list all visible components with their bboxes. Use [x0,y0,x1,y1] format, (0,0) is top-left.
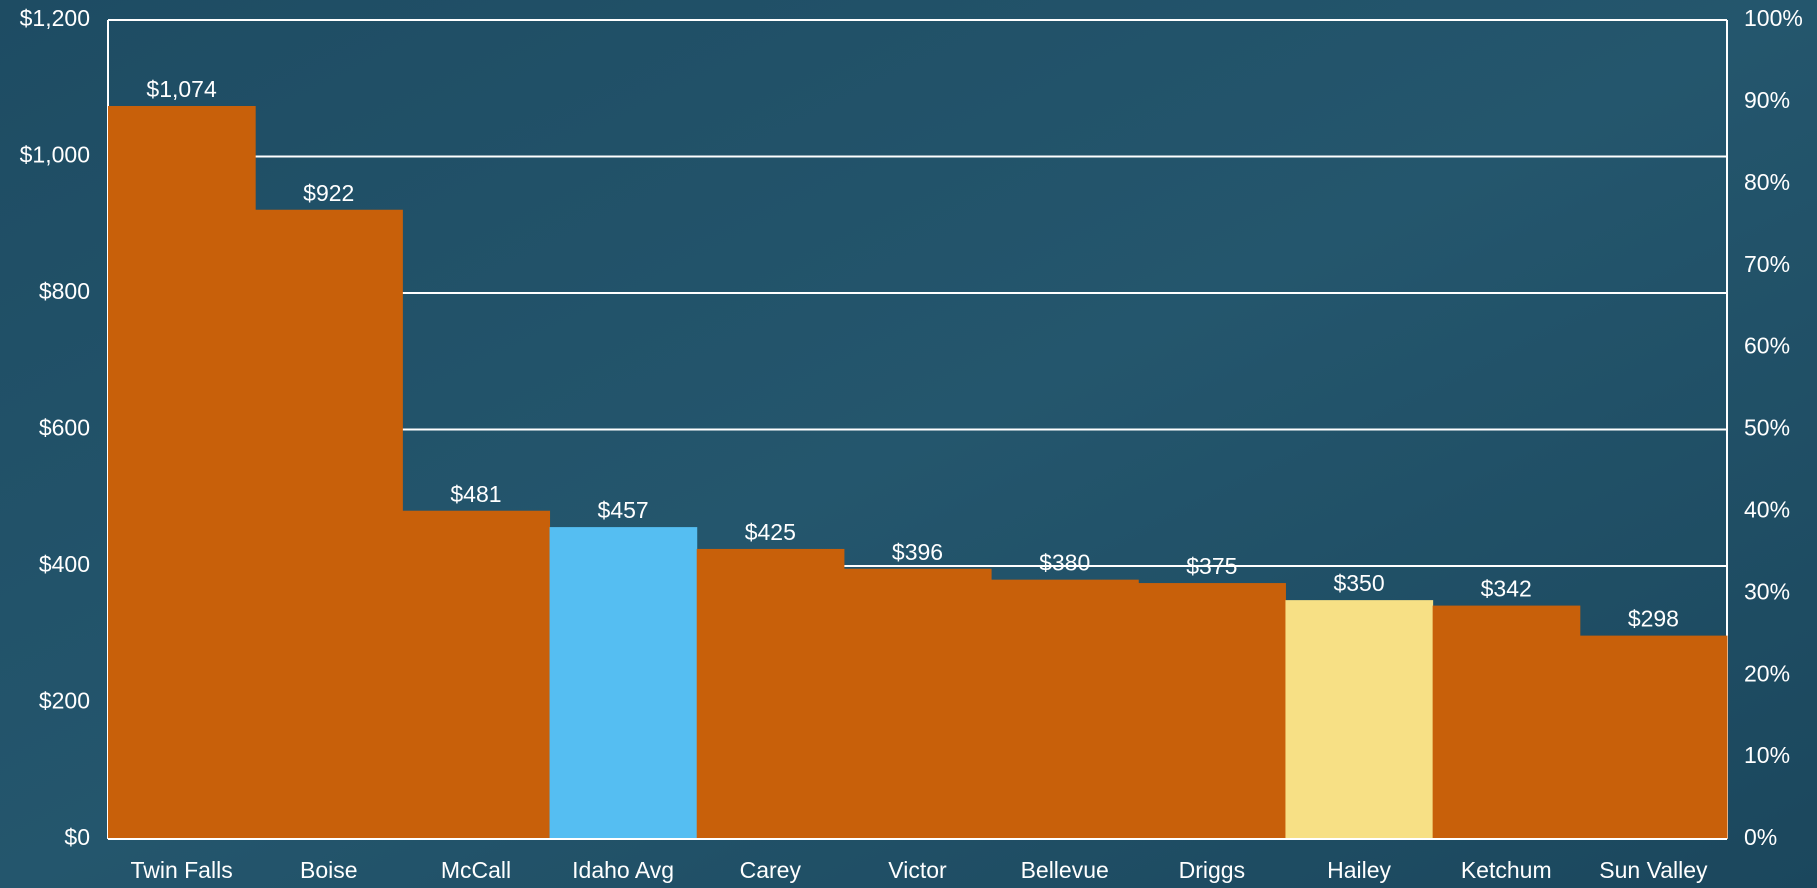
value-label: $457 [598,497,649,523]
labels: $0 $200 $400 $600 $800 $1,000 $1,200 0% 10% 20% 30… [20,5,1803,883]
y2-tick-label: 30% [1744,578,1790,604]
bar [1432,605,1581,839]
x-tick-label: Victor [888,857,947,883]
y2-tick-label: 80% [1744,169,1790,195]
y2-tick-label: 0% [1744,824,1777,850]
x-tick-label: Ketchum [1461,857,1552,883]
y2-tick-label: 90% [1744,87,1790,113]
bar [991,579,1139,839]
bar [255,209,403,840]
y-tick-label: $0 [64,824,90,850]
x-tick-label: Sun Valley [1599,857,1708,883]
y2-tick-label: 50% [1744,415,1790,441]
value-label: $922 [303,180,354,206]
bar [696,548,845,839]
y2-tick-label: 40% [1744,496,1790,522]
y2-tick-label: 70% [1744,251,1790,277]
y-tick-label: $1,200 [20,5,90,31]
x-tick-label: Carey [740,857,802,883]
bar [843,568,992,839]
y2-tick-label: 20% [1744,660,1790,686]
x-tick-label: Boise [300,857,358,883]
y2-tick-label: 10% [1744,742,1790,768]
value-label: $380 [1039,550,1090,576]
value-label: $1,074 [146,76,217,102]
value-label: $375 [1186,553,1237,579]
y-tick-label: $800 [39,278,90,304]
x-tick-label: McCall [441,857,511,883]
bar [108,105,256,840]
y2-tick-label: 100% [1744,5,1803,31]
bar [1138,583,1286,839]
y-tick-label: $1,000 [20,142,90,168]
value-label: $481 [450,481,501,507]
y-tick-label: $200 [39,688,90,714]
x-tick-label: Driggs [1179,857,1245,883]
value-label: $298 [1628,606,1679,632]
x-tick-label: Bellevue [1021,857,1109,883]
y2-tick-label: 60% [1744,333,1790,359]
bar [402,510,551,839]
value-label: $350 [1333,570,1384,596]
y-tick-label: $600 [39,415,90,441]
bars [108,105,1728,840]
x-tick-label: Twin Falls [130,857,232,883]
bar [1579,635,1728,839]
value-label: $425 [745,519,796,545]
value-label: $396 [892,539,943,565]
value-label: $342 [1481,576,1532,602]
bar [1285,600,1434,839]
x-tick-label: Hailey [1327,857,1391,883]
x-tick-label: Idaho Avg [572,857,674,883]
bar [549,527,698,839]
y-tick-label: $400 [39,551,90,577]
